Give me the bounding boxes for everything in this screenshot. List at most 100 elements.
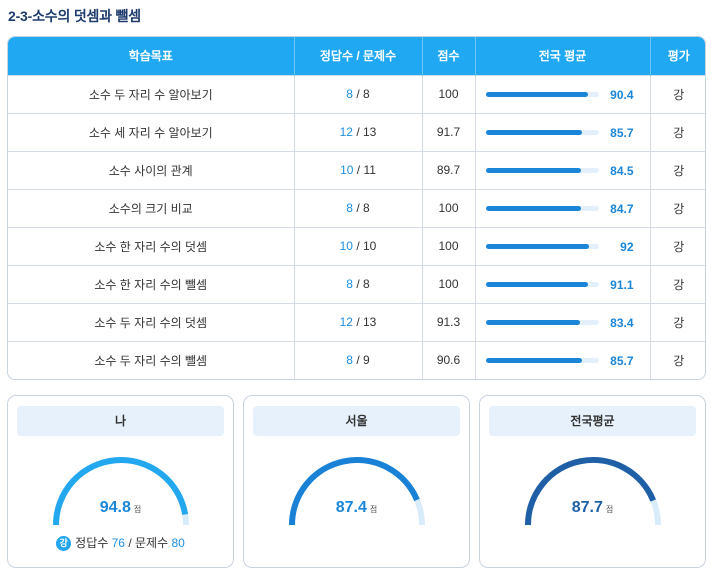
- count-cell: 12 / 13: [294, 112, 423, 151]
- score-cell: 91.7: [422, 112, 476, 151]
- avg-bar-track: [485, 243, 599, 249]
- gauge-fill: [53, 457, 189, 526]
- evaluation-cell: 강: [650, 340, 705, 379]
- score-cell: 100: [422, 74, 476, 113]
- score-cell: 89.7: [422, 150, 476, 189]
- table-header-row: 학습목표 정답수 / 문제수 점수 전국 평균 평가: [8, 37, 705, 75]
- total-count: 13: [363, 125, 377, 139]
- evaluation-cell: 강: [650, 112, 705, 151]
- correct-count: 8: [346, 353, 353, 368]
- page-title: 2-3-소수의 덧셈과 뺄셈: [8, 8, 141, 24]
- evaluation-cell: 강: [650, 264, 705, 303]
- correct-count: 8: [346, 277, 353, 291]
- count-cell: 10 / 10: [294, 226, 423, 265]
- avg-value: 90.4: [610, 87, 634, 102]
- total-count: 8: [363, 201, 370, 215]
- national-avg-cell: 85.7: [475, 340, 651, 379]
- score-cell: 100: [422, 264, 476, 303]
- total-count: 8: [363, 277, 370, 291]
- table-row: 소수 두 자리 수의 뺄셈 8 / 9 90.6 85.7 강: [8, 340, 705, 379]
- national-avg-cell: 83.4: [475, 302, 651, 341]
- count-cell: 8 / 9: [294, 340, 423, 379]
- objective-cell: 소수 두 자리 수의 뺄셈: [8, 340, 295, 379]
- correct-count: 8: [346, 201, 353, 215]
- grade-badge: 강: [56, 536, 72, 551]
- gauge-value: 87.7 점: [571, 499, 614, 516]
- avg-bar-track: [485, 205, 599, 211]
- correct-count: 10: [339, 239, 353, 253]
- avg-bar-fill: [485, 243, 590, 249]
- score-cell: 91.3: [422, 302, 476, 341]
- objective-cell: 소수의 크기 비교: [8, 188, 295, 227]
- objective-cell: 소수 사이의 관계: [8, 150, 295, 189]
- avg-bar-fill: [485, 205, 582, 211]
- total-count: 10: [363, 239, 377, 253]
- card-seoul: 서울 87.4 점: [243, 395, 470, 568]
- correct-count: 8: [346, 87, 353, 101]
- gauge-seoul: [289, 457, 425, 526]
- gauge-value: 87.4 점: [335, 499, 378, 516]
- gauge-me: [53, 457, 189, 526]
- objective-cell: 소수 한 자리 수의 덧셈: [8, 226, 295, 265]
- total-count: 11: [363, 163, 376, 177]
- card-me: 나 94.8 점 강 정답수 76 / 문제수 80: [7, 395, 234, 568]
- correct-count: 10: [340, 163, 354, 177]
- total-label: 문제수: [135, 536, 169, 550]
- total-count: 13: [363, 315, 377, 329]
- total-count: 8: [363, 87, 370, 101]
- count-cell: 8 / 8: [294, 188, 423, 227]
- score-cell: 100: [422, 226, 476, 265]
- national-avg-cell: 91.1: [475, 264, 651, 303]
- card-label: 서울: [253, 406, 460, 436]
- count-cell: 8 / 8: [294, 264, 423, 303]
- card-footer: 강 정답수 76 / 문제수 80: [8, 534, 233, 551]
- national-avg-cell: 84.7: [475, 188, 651, 227]
- avg-value: 85.7: [610, 125, 634, 140]
- avg-bar-track: [485, 129, 599, 135]
- avg-value: 83.4: [610, 315, 634, 330]
- table-row: 소수 한 자리 수의 덧셈 10 / 10 100 92 강: [8, 226, 705, 265]
- results-table: 학습목표 정답수 / 문제수 점수 전국 평균 평가 소수 두 자리 수 알아보…: [7, 36, 706, 380]
- separator: /: [128, 536, 132, 550]
- header-evaluation: 평가: [650, 37, 705, 75]
- national-avg-cell: 90.4: [475, 74, 651, 113]
- table-row: 소수의 크기 비교 8 / 8 100 84.7 강: [8, 188, 705, 227]
- avg-bar-track: [485, 91, 599, 97]
- table-row: 소수 세 자리 수 알아보기 12 / 13 91.7 85.7 강: [8, 112, 705, 151]
- count-cell: 10 / 11: [294, 150, 423, 189]
- avg-value: 84.5: [610, 163, 634, 178]
- avg-bar-track: [485, 281, 599, 287]
- header-national-avg: 전국 평균: [475, 37, 651, 75]
- table-row: 소수 사이의 관계 10 / 11 89.7 84.5 강: [8, 150, 705, 189]
- national-avg-cell: 84.5: [475, 150, 651, 189]
- avg-bar-fill: [485, 319, 580, 325]
- national-avg-cell: 85.7: [475, 112, 651, 151]
- objective-cell: 소수 세 자리 수 알아보기: [8, 112, 295, 151]
- table-row: 소수 한 자리 수의 뺄셈 8 / 8 100 91.1 강: [8, 264, 705, 303]
- avg-bar-fill: [485, 129, 583, 135]
- avg-value: 92: [620, 239, 634, 254]
- score-cell: 90.6: [422, 340, 476, 379]
- objective-cell: 소수 두 자리 수의 덧셈: [8, 302, 295, 341]
- avg-bar-fill: [485, 281, 589, 287]
- avg-value: 85.7: [610, 353, 634, 368]
- evaluation-cell: 강: [650, 302, 705, 341]
- avg-bar-track: [485, 357, 599, 363]
- objective-cell: 소수 한 자리 수의 뺄셈: [8, 264, 295, 303]
- evaluation-cell: 강: [650, 74, 705, 113]
- header-count: 정답수 / 문제수: [294, 37, 423, 75]
- gauge-fill: [525, 457, 656, 526]
- correct-count: 12: [339, 125, 353, 139]
- national-avg-cell: 92: [475, 226, 651, 265]
- card-national: 전국평균 87.7 점: [479, 395, 706, 568]
- gauge-value: 94.8 점: [99, 499, 142, 516]
- evaluation-cell: 강: [650, 226, 705, 265]
- avg-bar-track: [485, 319, 599, 325]
- table-row: 소수 두 자리 수 알아보기 8 / 8 100 90.4 강: [8, 74, 705, 113]
- avg-value: 84.7: [610, 201, 634, 216]
- evaluation-cell: 강: [650, 188, 705, 227]
- count-cell: 12 / 13: [294, 302, 423, 341]
- table-row: 소수 두 자리 수의 덧셈 12 / 13 91.3 83.4 강: [8, 302, 705, 341]
- avg-value: 91.1: [610, 277, 634, 292]
- gauge-fill: [289, 457, 420, 526]
